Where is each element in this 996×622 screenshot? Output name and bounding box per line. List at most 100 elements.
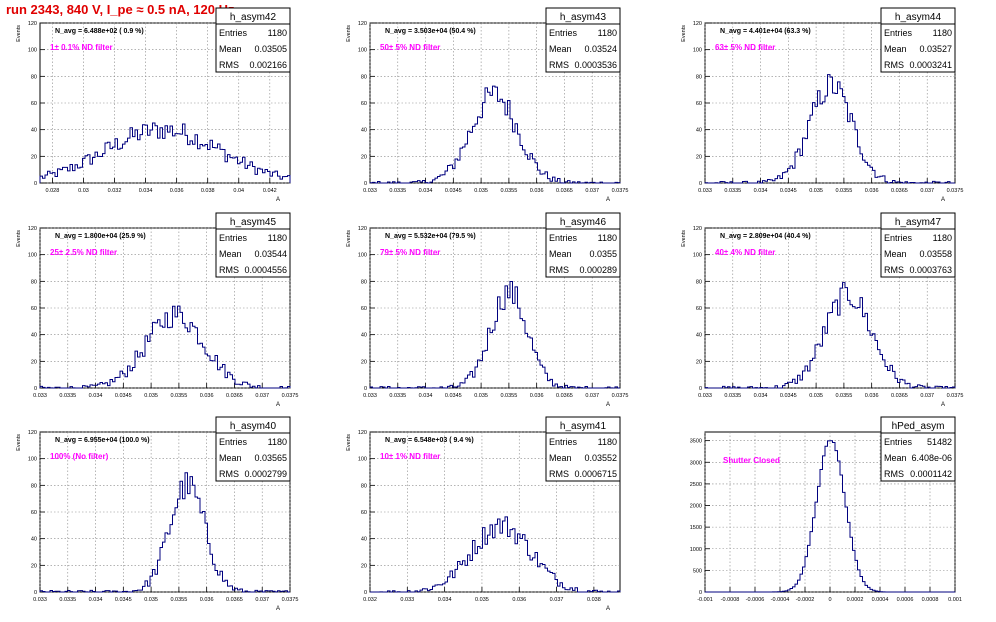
- y-tick-label: 20: [361, 563, 367, 569]
- x-tick-label: 0.035: [144, 597, 158, 603]
- x-axis-label: A: [606, 402, 610, 408]
- x-tick-label: 0.0335: [389, 393, 406, 399]
- x-tick-label: 0.0365: [226, 393, 243, 399]
- stat-key: Entries: [219, 233, 248, 243]
- stat-key: RMS: [549, 60, 569, 70]
- x-tick-label: 0.042: [263, 188, 277, 194]
- x-tick-label: 0.0002: [847, 597, 864, 603]
- y-tick-label: 120: [358, 430, 367, 436]
- stat-key: Entries: [884, 437, 913, 447]
- panel-h_asym42: 0.028 0.03 0.032 0.034 0.036 0.038 0.04 0.042 0 2…: [16, 7, 291, 203]
- x-tick-label: 0.034: [438, 597, 452, 603]
- panel-h_asym41: 0.032 0.033 0.034 0.035 0.036 0.037 0.038 0 20 40…: [346, 416, 621, 612]
- y-tick-label: 40: [361, 333, 367, 339]
- navg-label: N_avg = 3.503e+04 (50.4 %): [385, 28, 476, 35]
- panel-h_asym43: 0.033 0.0335 0.034 0.0345 0.035 0.0355 0.036 0.…: [346, 7, 628, 203]
- stat-key: Entries: [549, 437, 578, 447]
- x-tick-label: 0.0355: [835, 188, 852, 194]
- y-tick-label: 500: [693, 568, 702, 574]
- y-tick-label: 100: [28, 253, 37, 259]
- y-tick-label: 120: [358, 21, 367, 27]
- stat-value: 0.0001142: [910, 469, 952, 479]
- x-tick-label: 0.0375: [282, 393, 299, 399]
- stat-key: RMS: [884, 469, 904, 479]
- y-tick-label: 0: [364, 386, 367, 392]
- hist-name: h_asym44: [895, 12, 942, 23]
- x-tick-label: 0.0375: [282, 597, 299, 603]
- stat-value: 0.0002799: [244, 469, 287, 479]
- stats-box: [545, 7, 621, 73]
- y-tick-label: 100: [693, 253, 702, 259]
- x-tick-label: 0.033: [33, 597, 47, 603]
- x-tick-label: 0.04: [233, 188, 244, 194]
- x-tick-label: 0.035: [144, 393, 158, 399]
- y-tick-label: 0: [34, 590, 37, 596]
- stat-key: RMS: [549, 469, 569, 479]
- y-tick-label: 20: [361, 154, 367, 160]
- stat-key: Entries: [549, 233, 578, 243]
- filter-label: 63± 5% ND filter: [715, 43, 775, 52]
- y-tick-label: 60: [31, 306, 37, 312]
- stat-value: 0.03524: [584, 44, 617, 54]
- x-tick-label: 0.034: [89, 393, 103, 399]
- x-tick-label: 0.036: [530, 393, 544, 399]
- y-tick-label: 1000: [690, 547, 702, 553]
- x-tick-label: 0.0355: [500, 393, 517, 399]
- x-tick-label: 0.034: [139, 188, 153, 194]
- histogram-line: [39, 472, 290, 593]
- stat-value: 0.03527: [919, 44, 952, 54]
- x-tick-label: 0.037: [255, 597, 269, 603]
- y-tick-label: 100: [358, 48, 367, 54]
- y-tick-label: 80: [31, 483, 37, 489]
- y-tick-label: 60: [696, 306, 702, 312]
- x-tick-label: 0.037: [920, 188, 934, 194]
- stat-value: 1180: [268, 437, 287, 447]
- hist-name: h_asym40: [230, 421, 277, 432]
- filter-label: 25± 2.5% ND filter: [50, 248, 117, 257]
- x-tick-label: 0.0335: [59, 597, 76, 603]
- y-axis-label: Events: [346, 434, 352, 451]
- y-tick-label: 20: [31, 359, 37, 365]
- histogram-line: [704, 282, 956, 389]
- x-axis-label: A: [606, 606, 610, 612]
- filter-label: 100% (No filter): [50, 452, 109, 461]
- y-tick-label: 2500: [690, 482, 702, 488]
- x-tick-label: 0.0365: [556, 393, 573, 399]
- stat-value: 0.0006715: [574, 469, 617, 479]
- y-tick-label: 20: [696, 359, 702, 365]
- navg-label: N_avg = 6.548e+03 ( 9.4 %): [385, 437, 474, 444]
- x-tick-label: 0.0335: [389, 188, 406, 194]
- x-axis-label: A: [276, 402, 280, 408]
- filter-label: 1± 0.1% ND filter: [50, 43, 113, 52]
- stat-value: 51482: [927, 437, 952, 447]
- hist-name: h_asym47: [895, 217, 942, 228]
- stat-key: Entries: [884, 28, 913, 38]
- x-tick-label: 0.033: [698, 393, 712, 399]
- x-tick-label: 0.033: [698, 188, 712, 194]
- x-tick-label: 0.0375: [947, 188, 964, 194]
- hist-name: h_asym42: [230, 12, 277, 23]
- x-tick-label: -0.001: [697, 597, 713, 603]
- x-tick-label: 0.0345: [780, 393, 797, 399]
- x-tick-label: 0.038: [587, 597, 601, 603]
- y-tick-label: 80: [31, 74, 37, 80]
- histogram-line: [370, 516, 621, 593]
- stats-box: [215, 212, 291, 278]
- panel-h_asym40: 0.033 0.0335 0.034 0.0345 0.035 0.0355 0.036 0.…: [16, 416, 299, 612]
- hist-name: h_asym45: [230, 217, 277, 228]
- y-tick-label: 60: [31, 101, 37, 107]
- y-tick-label: 0: [364, 181, 367, 187]
- x-axis-label: A: [606, 197, 610, 203]
- y-tick-label: 2000: [690, 504, 702, 510]
- x-tick-label: 0.0345: [445, 188, 462, 194]
- navg-label: N_avg = 1.800e+04 (25.9 %): [55, 233, 146, 240]
- x-tick-label: 0.033: [363, 393, 377, 399]
- y-tick-label: 80: [361, 483, 367, 489]
- x-tick-label: 0.0375: [947, 393, 964, 399]
- stat-value: 1180: [268, 28, 287, 38]
- stat-key: Entries: [219, 28, 248, 38]
- stat-value: 0.03544: [254, 249, 287, 259]
- x-tick-label: 0.035: [809, 393, 823, 399]
- y-tick-label: 120: [28, 430, 37, 436]
- x-tick-label: 0.035: [474, 188, 488, 194]
